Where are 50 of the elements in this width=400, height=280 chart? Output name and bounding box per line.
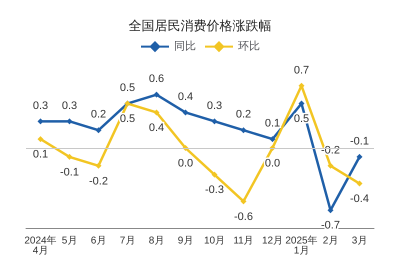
point	[356, 180, 362, 187]
point	[240, 198, 246, 204]
point	[38, 136, 44, 142]
x-tick-label: 12月	[262, 236, 284, 246]
point	[328, 162, 334, 169]
point	[212, 172, 218, 178]
data-label: 0.2	[90, 108, 106, 121]
data-label: 0.2	[236, 108, 252, 121]
data-label: 0.0	[178, 158, 194, 170]
data-label: 0.3	[32, 100, 48, 112]
data-label: 0.1	[32, 148, 48, 161]
x-tick-label: 3月	[352, 236, 368, 246]
x-tick-label: 9月	[178, 236, 194, 246]
data-label: -0.6	[234, 210, 253, 223]
x-tick-label: 2025年 1月	[285, 234, 318, 256]
data-label: -0.2	[89, 175, 108, 188]
x-tick-label: 11月	[233, 236, 254, 246]
x-tick-label: 10月	[204, 236, 226, 246]
point	[96, 162, 102, 169]
point	[154, 109, 160, 116]
data-label: 0.0	[264, 158, 280, 170]
data-label: 0.4	[178, 90, 194, 103]
point	[240, 127, 246, 134]
point	[270, 136, 276, 142]
x-tick-label: 7月	[120, 236, 136, 246]
legend-label: 同比	[174, 40, 196, 53]
data-label: 0.3	[206, 100, 222, 112]
data-label: -0.1	[350, 135, 369, 148]
data-label: 0.5	[120, 82, 136, 94]
x-tick-label: 8月	[148, 236, 164, 246]
data-label: -0.3	[205, 184, 224, 196]
data-label: 0.1	[264, 118, 280, 130]
x-tick-label: 2024年 4月	[24, 234, 57, 256]
data-label: -0.1	[60, 166, 79, 178]
point	[96, 127, 102, 134]
data-label: 0.7	[294, 64, 310, 76]
data-label: 0.4	[148, 122, 164, 134]
data-label: -0.4	[350, 193, 369, 206]
point	[182, 109, 188, 116]
x-tick-label: 5月	[62, 236, 78, 246]
x-tick-label: 6月	[90, 236, 106, 246]
point	[154, 92, 160, 98]
chart-title: 全国居民消费价格涨跌幅	[128, 18, 272, 33]
point	[66, 154, 72, 160]
legend-label: 环比	[238, 40, 260, 53]
point	[212, 118, 218, 124]
data-label: 0.6	[148, 73, 164, 86]
x-tick-label: 2月	[322, 236, 338, 246]
point	[356, 154, 362, 160]
data-label: 0.3	[62, 100, 78, 112]
